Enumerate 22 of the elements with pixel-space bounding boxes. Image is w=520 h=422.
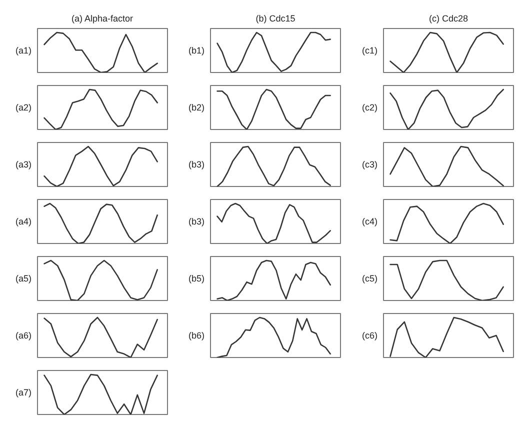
y-axis-title: (b2) [188,102,205,112]
y-axis-title: (c2) [362,102,378,112]
y-axis-title: (b6) [188,330,205,340]
y-axis-title: (c4) [362,216,378,226]
chart-title: (a) Alpha-factor [71,14,134,24]
y-axis-title: (a2) [15,102,32,112]
y-axis-title: (a3) [15,160,32,170]
y-axis-title: (b3) [188,216,205,226]
y-axis-title: (b5) [188,274,205,284]
chart-title: (b) Cdc15 [256,14,296,24]
chart-title: (c) Cdc28 [428,14,468,24]
y-axis-title: (c6) [362,330,378,340]
y-axis-title: (a5) [15,274,32,284]
y-axis-title: (a6) [15,330,32,340]
y-axis-title: (a7) [15,388,32,398]
y-axis-title: (c1) [362,46,378,56]
y-axis-title: (c5) [362,274,378,284]
y-axis-title: (a4) [15,216,32,226]
y-axis-title: (b3) [188,160,205,170]
y-axis-title: (b1) [188,46,205,56]
y-axis-title: (c3) [362,160,378,170]
y-axis-title: (a1) [15,46,32,56]
